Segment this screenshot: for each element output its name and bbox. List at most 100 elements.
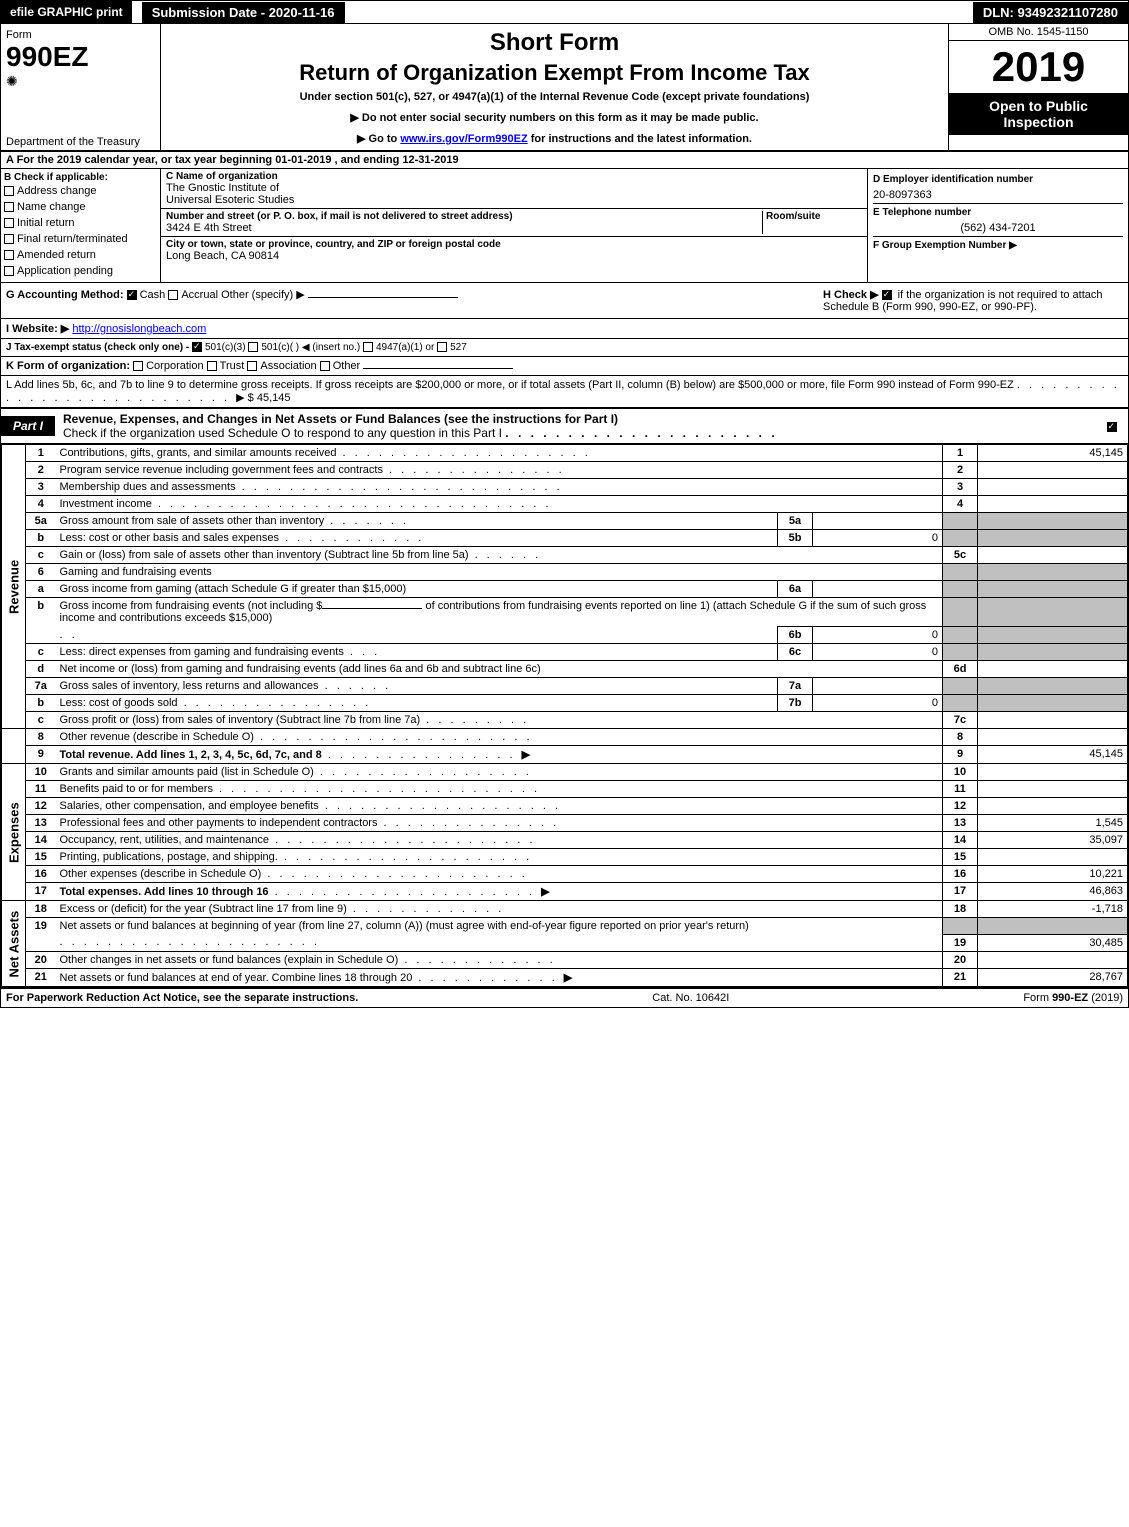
website-link[interactable]: http://gnosislongbeach.com bbox=[72, 323, 206, 335]
line-2-val bbox=[978, 462, 1128, 479]
form-header: Form 990EZ ✺ Department of the Treasury … bbox=[1, 24, 1128, 152]
f-group-label: F Group Exemption Number ▶ bbox=[873, 240, 1017, 251]
e-phone-label: E Telephone number bbox=[873, 207, 971, 218]
checkbox-h-schedule-b[interactable] bbox=[882, 290, 892, 300]
line-1-num: 1 bbox=[26, 445, 56, 462]
line-10-val bbox=[978, 764, 1128, 781]
c-name-label: C Name of organization bbox=[166, 171, 862, 182]
line-16-val: 10,221 bbox=[978, 866, 1128, 883]
dln: DLN: 93492321107280 bbox=[973, 2, 1128, 23]
part-1-check-text: Check if the organization used Schedule … bbox=[63, 426, 502, 440]
checkbox-501c3[interactable] bbox=[192, 342, 202, 352]
footer-form-ref: Form 990-EZ (2019) bbox=[1023, 992, 1123, 1004]
line-11-val bbox=[978, 781, 1128, 798]
goto-instructions: ▶ Go to www.irs.gov/Form990EZ for instru… bbox=[166, 132, 943, 145]
checkbox-accrual[interactable] bbox=[168, 290, 178, 300]
g-accounting-label: G Accounting Method: bbox=[6, 289, 124, 301]
form-label: Form bbox=[6, 29, 155, 41]
main-table: Revenue 1 Contributions, gifts, grants, … bbox=[1, 444, 1128, 987]
checkbox-final-return[interactable] bbox=[4, 234, 14, 244]
return-title: Return of Organization Exempt From Incom… bbox=[166, 60, 943, 86]
checkbox-527[interactable] bbox=[437, 342, 447, 352]
irs-link[interactable]: www.irs.gov/Form990EZ bbox=[400, 133, 527, 145]
line-7c-val bbox=[978, 712, 1128, 729]
org-name-2: Universal Esoteric Studies bbox=[166, 194, 862, 206]
j-tax-exempt-label: J Tax-exempt status (check only one) - bbox=[6, 342, 189, 353]
submission-date: Submission Date - 2020-11-16 bbox=[142, 2, 345, 23]
checkbox-address-change[interactable] bbox=[4, 186, 14, 196]
line-3-val bbox=[978, 479, 1128, 496]
section-b-label: B Check if applicable: bbox=[4, 172, 157, 183]
line-18-val: -1,718 bbox=[978, 901, 1128, 918]
checkbox-name-change[interactable] bbox=[4, 202, 14, 212]
footer: For Paperwork Reduction Act Notice, see … bbox=[1, 987, 1128, 1007]
section-a-taxyear: A For the 2019 calendar year, or tax yea… bbox=[1, 152, 1128, 169]
checkbox-other-org[interactable] bbox=[320, 361, 330, 371]
addr-label: Number and street (or P. O. box, if mail… bbox=[166, 211, 762, 222]
line-8-val bbox=[978, 729, 1128, 746]
tax-year: 2019 bbox=[949, 41, 1128, 93]
line-9-val: 45,145 bbox=[978, 746, 1128, 764]
side-label-revenue: Revenue bbox=[2, 445, 26, 729]
line-13-val: 1,545 bbox=[978, 815, 1128, 832]
line-6b-val: 0 bbox=[813, 627, 943, 644]
city-label: City or town, state or province, country… bbox=[166, 239, 862, 250]
room-label: Room/suite bbox=[766, 211, 862, 222]
line-7a-val bbox=[813, 678, 943, 695]
checkbox-amended-return[interactable] bbox=[4, 250, 14, 260]
top-bar: efile GRAPHIC print Submission Date - 20… bbox=[1, 1, 1128, 24]
checkbox-association[interactable] bbox=[247, 361, 257, 371]
line-4-val bbox=[978, 496, 1128, 513]
line-6a-val bbox=[813, 581, 943, 598]
part-1-header: Part I Revenue, Expenses, and Changes in… bbox=[1, 408, 1128, 444]
k-form-org-label: K Form of organization: bbox=[6, 360, 130, 372]
org-name-1: The Gnostic Institute of bbox=[166, 182, 862, 194]
line-15-val bbox=[978, 849, 1128, 866]
side-label-netassets: Net Assets bbox=[2, 901, 26, 987]
line-6d-val bbox=[978, 661, 1128, 678]
ssn-note: ▶ Do not enter social security numbers o… bbox=[166, 111, 943, 124]
checkbox-initial-return[interactable] bbox=[4, 218, 14, 228]
open-public: Open to Public Inspection bbox=[949, 93, 1128, 135]
subtitle: Under section 501(c), 527, or 4947(a)(1)… bbox=[166, 91, 943, 103]
ein: 20-8097363 bbox=[873, 187, 1123, 204]
checkbox-501c[interactable] bbox=[248, 342, 258, 352]
phone: (562) 434-7201 bbox=[873, 220, 1123, 237]
info-block: B Check if applicable: Address change Na… bbox=[1, 169, 1128, 283]
line-14-val: 35,097 bbox=[978, 832, 1128, 849]
h-check-label: H Check ▶ bbox=[823, 289, 879, 301]
l-amount: ▶ $ 45,145 bbox=[236, 392, 290, 404]
line-19-val: 30,485 bbox=[978, 934, 1128, 951]
checkbox-trust[interactable] bbox=[207, 361, 217, 371]
short-form-title: Short Form bbox=[166, 29, 943, 57]
city-state-zip: Long Beach, CA 90814 bbox=[166, 250, 862, 262]
street-address: 3424 E 4th Street bbox=[166, 222, 762, 234]
line-6c-val: 0 bbox=[813, 644, 943, 661]
checkbox-schedule-o[interactable] bbox=[1107, 422, 1117, 432]
side-label-expenses: Expenses bbox=[2, 764, 26, 901]
part-1-title: Revenue, Expenses, and Changes in Net As… bbox=[63, 412, 618, 426]
dept-treasury: Department of the Treasury bbox=[6, 136, 140, 148]
line-12-val bbox=[978, 798, 1128, 815]
line-5b-val: 0 bbox=[813, 530, 943, 547]
line-17-val: 46,863 bbox=[978, 883, 1128, 901]
line-5c-val bbox=[978, 547, 1128, 564]
i-website-label: I Website: ▶ bbox=[6, 323, 69, 335]
line-21-val: 28,767 bbox=[978, 968, 1128, 986]
omb-number: OMB No. 1545-1150 bbox=[949, 24, 1128, 41]
d-ein-label: D Employer identification number bbox=[873, 174, 1033, 185]
l-gross-receipts: L Add lines 5b, 6c, and 7b to line 9 to … bbox=[6, 379, 1014, 391]
line-20-val bbox=[978, 951, 1128, 968]
footer-catno: Cat. No. 10642I bbox=[652, 992, 729, 1004]
line-1-val: 45,145 bbox=[978, 445, 1128, 462]
part-1-label: Part I bbox=[1, 416, 55, 436]
checkbox-4947[interactable] bbox=[363, 342, 373, 352]
efile-print-button[interactable]: efile GRAPHIC print bbox=[1, 1, 132, 23]
checkbox-corporation[interactable] bbox=[133, 361, 143, 371]
checkbox-application-pending[interactable] bbox=[4, 266, 14, 276]
line-7b-val: 0 bbox=[813, 695, 943, 712]
checkbox-cash[interactable] bbox=[127, 290, 137, 300]
footer-paperwork: For Paperwork Reduction Act Notice, see … bbox=[6, 992, 358, 1004]
form-number: 990EZ bbox=[6, 41, 155, 73]
line-5a-val bbox=[813, 513, 943, 530]
